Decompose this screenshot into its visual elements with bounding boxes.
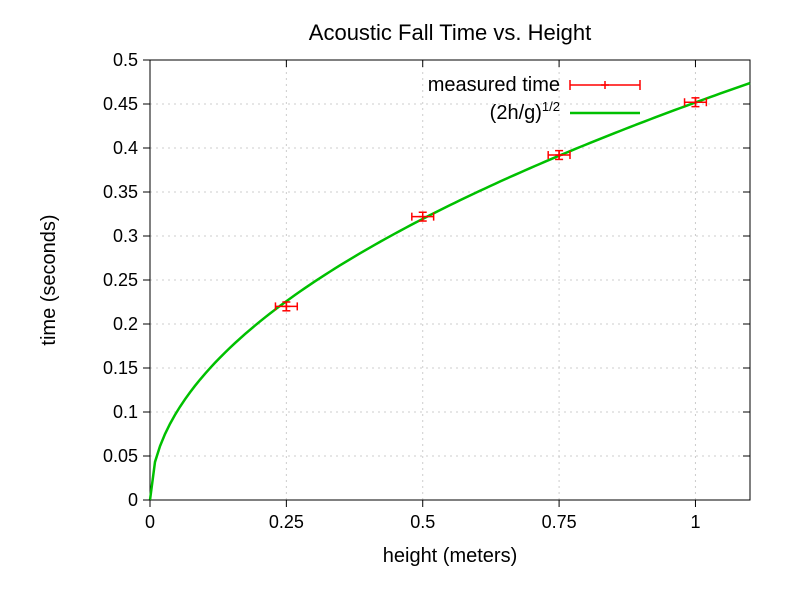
ytick-label: 0.35: [103, 182, 138, 202]
ytick-label: 0.4: [113, 138, 138, 158]
x-axis-label: height (meters): [383, 545, 518, 567]
ytick-label: 0.05: [103, 446, 138, 466]
chart-background: [0, 0, 800, 600]
xtick-label: 0.5: [410, 512, 435, 532]
xtick-label: 0.75: [542, 512, 577, 532]
ytick-label: 0.2: [113, 314, 138, 334]
chart-svg: 0 0.25 0.5 0.75 1 0 0.05 0.1 0.15 0.2 0.25 0.3 0.35 0…: [0, 0, 800, 600]
chart-title: Acoustic Fall Time vs. Height: [309, 20, 591, 45]
xtick-label: 0: [145, 512, 155, 532]
legend-measured-label: measured time: [428, 74, 560, 96]
xtick-label: 1: [690, 512, 700, 532]
ytick-label: 0: [128, 490, 138, 510]
chart-container: 0 0.25 0.5 0.75 1 0 0.05 0.1 0.15 0.2 0.25 0.3 0.35 0…: [0, 0, 800, 600]
y-axis-label: time (seconds): [38, 214, 60, 345]
ytick-label: 0.25: [103, 270, 138, 290]
ytick-label: 0.5: [113, 50, 138, 70]
xtick-label: 0.25: [269, 512, 304, 532]
ytick-label: 0.3: [113, 226, 138, 246]
ytick-label: 0.15: [103, 358, 138, 378]
ytick-label: 0.1: [113, 402, 138, 422]
ytick-label: 0.45: [103, 94, 138, 114]
